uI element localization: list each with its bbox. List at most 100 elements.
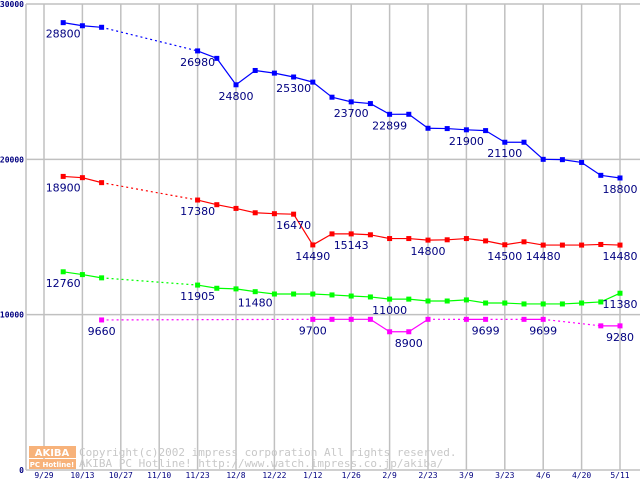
data-label: 23700 [334, 107, 369, 120]
x-tick-label: 11/10 [147, 471, 171, 480]
series-segment [197, 50, 218, 59]
data-point-marker [348, 293, 354, 299]
data-label: 9699 [529, 324, 557, 337]
data-point-marker [483, 128, 489, 134]
data-point-marker [233, 82, 239, 88]
data-point-marker [540, 316, 546, 322]
data-point-marker [99, 180, 105, 186]
series-layer [60, 20, 623, 335]
series-segment-dotted [101, 182, 198, 201]
series-segment [370, 103, 390, 115]
data-label: 9660 [88, 325, 116, 338]
series-segment [216, 204, 237, 210]
x-tick-label: 11/23 [186, 471, 210, 480]
data-point-marker [579, 242, 585, 248]
series-segment [82, 273, 102, 279]
data-point-marker [252, 289, 258, 295]
data-point-marker [483, 316, 489, 322]
data-point-marker [60, 173, 66, 179]
series-segment [235, 207, 256, 214]
data-point-marker [329, 316, 335, 322]
series-segment [331, 294, 352, 297]
data-point-marker [195, 48, 201, 54]
series-segment [466, 237, 486, 242]
data-point-marker [291, 291, 297, 297]
data-point-marker [540, 156, 546, 162]
data-point-marker [310, 242, 316, 248]
series-segment [600, 292, 621, 303]
data-point-marker [329, 292, 335, 298]
series-segment [82, 177, 102, 184]
data-label: 18900 [46, 181, 81, 194]
data-label: 14490 [295, 250, 330, 263]
data-point-marker [387, 236, 393, 242]
data-point-marker [79, 272, 85, 278]
data-label: 9700 [299, 324, 327, 337]
data-point-marker [483, 238, 489, 244]
data-point-marker [406, 329, 412, 335]
x-tick-label: 2/23 [418, 471, 437, 480]
series-segment [581, 161, 602, 176]
data-point-marker [60, 269, 66, 275]
x-tick-label: 12/8 [226, 471, 245, 480]
series-segment [235, 288, 256, 293]
data-point-marker [271, 211, 277, 217]
y-tick-label: 10000 [0, 311, 24, 320]
series-segment [581, 301, 601, 304]
series-segment [581, 243, 601, 246]
series-segment [197, 284, 217, 289]
data-label: 24800 [219, 90, 254, 103]
data-point-marker [425, 298, 431, 304]
data-point-marker [406, 236, 412, 242]
data-label: 11480 [238, 297, 273, 310]
data-point-marker [559, 242, 565, 248]
series-segment [235, 70, 256, 86]
series-green [60, 269, 623, 307]
data-label: 21100 [487, 147, 522, 160]
y-tick-label: 20000 [0, 155, 24, 164]
series-segment [312, 81, 333, 98]
grid [25, 3, 640, 471]
series-segment [255, 291, 275, 295]
data-point-marker [559, 301, 565, 307]
series-segment [63, 22, 83, 27]
series-segment [82, 25, 102, 28]
data-label: 17380 [180, 205, 215, 218]
data-point-marker [233, 286, 239, 292]
series-segment [216, 287, 237, 290]
logo-bottom-text: PC Hotline! [30, 461, 74, 469]
data-point-marker [79, 175, 85, 181]
series-blue [60, 20, 623, 181]
data-point-marker [214, 285, 220, 291]
data-point-marker [444, 298, 450, 304]
x-tick-label: 12/22 [262, 471, 286, 480]
data-label: 22899 [372, 119, 407, 132]
data-label: 15143 [334, 239, 369, 252]
series-segment [351, 295, 371, 298]
data-point-marker [463, 297, 469, 303]
data-point-marker [387, 111, 393, 117]
akiba-logo: AKIBA PC Hotline! [29, 446, 76, 469]
data-point-marker [463, 236, 469, 242]
x-tick-label: 4/20 [572, 471, 591, 480]
series-segment [331, 96, 352, 103]
data-point-marker [367, 316, 373, 322]
data-label: 25300 [276, 82, 311, 95]
data-point-marker [387, 296, 393, 302]
data-point-marker [579, 159, 585, 165]
data-label: 8900 [395, 337, 423, 350]
data-point-marker [406, 111, 412, 117]
data-point-marker [348, 316, 354, 322]
series-segment [523, 241, 544, 246]
data-point-marker [521, 239, 527, 245]
series-segment [351, 101, 371, 105]
data-point-marker [291, 211, 297, 217]
x-tick-label: 4/6 [536, 471, 551, 480]
x-tick-label: 2/9 [382, 471, 397, 480]
series-segment [408, 237, 429, 241]
series-segment [197, 199, 217, 206]
series-segment [255, 212, 275, 215]
series-segment [408, 318, 429, 333]
